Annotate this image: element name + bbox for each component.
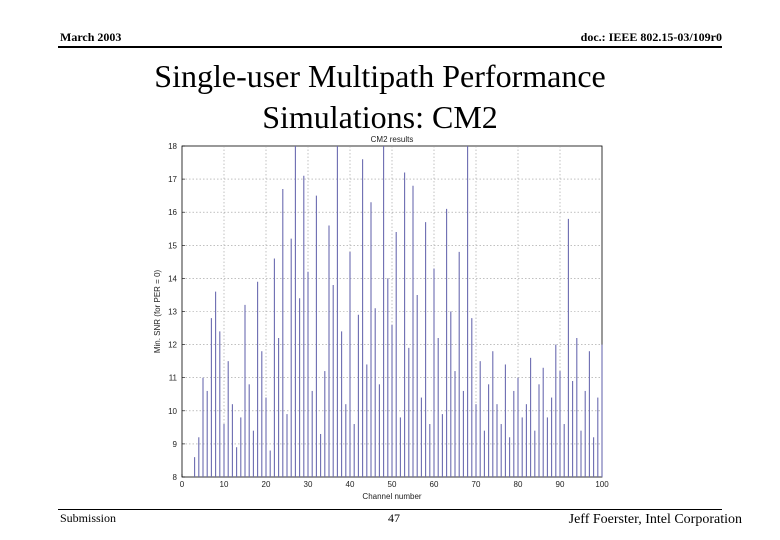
x-tick-label: 70	[472, 480, 481, 489]
chart-container: 0 10 20 30 40 50 60 70 80 90 100 8 9 10 11 12 13 14 15 16 17…	[150, 128, 620, 506]
y-tick-label: 11	[169, 374, 178, 383]
y-tick-label: 18	[168, 142, 177, 151]
footer-submission: Submission	[60, 511, 117, 525]
y-tick-label: 13	[168, 308, 177, 317]
x-tick-label: 40	[346, 480, 355, 489]
y-tick-label: 9	[173, 440, 178, 449]
y-tick-label: 15	[168, 241, 177, 250]
y-tick-label: 8	[173, 473, 178, 482]
x-tick-label: 20	[262, 480, 271, 489]
x-tick-label: 0	[180, 480, 185, 489]
y-tick-label: 12	[168, 341, 177, 350]
y-tick-label: 14	[168, 274, 177, 283]
header-date: March 2003	[60, 30, 122, 44]
header-doc-id: doc.: IEEE 802.15-03/109r0	[580, 30, 722, 44]
footer-rule	[58, 509, 722, 510]
chart-title: CM2 results	[371, 135, 414, 144]
x-tick-label: 30	[304, 480, 313, 489]
y-tick-label: 16	[168, 208, 177, 217]
slide-title-line-2: Simulations: CM2	[262, 99, 498, 135]
y-tick-label: 17	[168, 175, 177, 184]
x-tick-label: 10	[220, 480, 229, 489]
x-tick-label: 60	[430, 480, 439, 489]
y-tick-label: 10	[168, 407, 177, 416]
footer-author: Jeff Foerster, Intel Corporation	[568, 512, 742, 527]
header-rule	[58, 46, 722, 48]
slide-title-line-1: Single-user Multipath Performance	[154, 58, 606, 94]
x-axis-label: Channel number	[362, 492, 421, 501]
x-tick-label: 50	[388, 480, 397, 489]
y-axis-label: Min. SNR (for PER = 0)	[153, 269, 162, 353]
multipath-chart: 0 10 20 30 40 50 60 70 80 90 100 8 9 10 11 12 13 14 15 16 17…	[153, 135, 609, 501]
x-tick-label: 90	[556, 480, 565, 489]
x-tick-label: 100	[595, 480, 609, 489]
x-tick-label: 80	[514, 480, 523, 489]
footer-page-number: 47	[388, 511, 400, 525]
